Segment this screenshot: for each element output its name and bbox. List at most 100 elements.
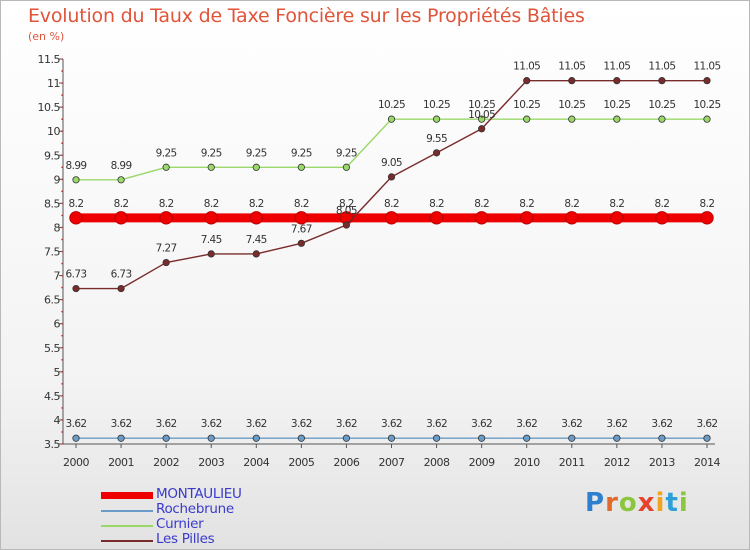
y-minor-mark	[61, 358, 63, 361]
data-label: 10.25	[558, 99, 585, 111]
data-point	[207, 434, 215, 442]
data-label: 7.45	[246, 234, 267, 246]
data-point	[297, 239, 305, 247]
data-label: 9.25	[156, 147, 177, 159]
y-minor-mark	[61, 166, 63, 169]
data-point	[117, 176, 125, 184]
data-point	[523, 115, 531, 123]
data-label: 8.2	[519, 198, 534, 210]
y-minor-mark	[61, 154, 63, 157]
data-point	[72, 434, 80, 442]
data-label: 8.2	[384, 198, 399, 210]
y-tick-label: 9	[54, 173, 61, 186]
data-label: 8.2	[429, 198, 444, 210]
data-label: 9.25	[291, 147, 312, 159]
data-point	[252, 250, 260, 258]
data-point	[294, 211, 309, 225]
x-tick-label: 2011	[559, 456, 585, 469]
data-point	[474, 211, 489, 225]
data-label: 3.62	[516, 418, 537, 430]
data-point	[703, 77, 711, 85]
y-minor-mark	[61, 322, 63, 325]
data-label: 10.25	[423, 99, 450, 111]
chart-title: Evolution du Taux de Taxe Foncière sur l…	[28, 5, 585, 27]
data-point	[69, 211, 83, 225]
y-tick-label: 6	[54, 318, 61, 331]
x-tick-label: 2010	[514, 456, 540, 469]
legend-item: Rochebrune	[101, 501, 321, 517]
y-tick-label: 4	[54, 414, 61, 427]
legend-label: Curnier	[156, 516, 204, 532]
data-label: 6.73	[66, 269, 87, 281]
data-label: 11.05	[693, 61, 720, 73]
x-tick-label: 2009	[469, 456, 495, 469]
data-label: 8.2	[654, 198, 669, 210]
data-label: 8.2	[700, 198, 715, 210]
data-label: 3.62	[336, 418, 357, 430]
data-point	[478, 434, 486, 442]
data-point	[703, 434, 711, 442]
data-point	[207, 250, 215, 258]
y-minor-mark	[61, 130, 63, 132]
data-label: 3.62	[156, 418, 177, 430]
y-minor-mark	[61, 118, 63, 120]
data-point	[72, 284, 80, 293]
data-point	[613, 115, 621, 123]
data-point	[252, 163, 260, 171]
x-tick-label: 2008	[424, 456, 450, 469]
data-point	[610, 211, 624, 225]
data-label: 10.05	[468, 109, 495, 121]
data-label: 3.62	[697, 418, 718, 430]
data-point	[297, 434, 305, 442]
logo-letter: t	[665, 488, 679, 518]
proxiti-logo: Proxiti	[585, 488, 689, 518]
data-point	[342, 434, 351, 442]
data-label: 3.62	[111, 418, 132, 430]
x-tick-label: 2001	[108, 456, 134, 469]
data-point	[342, 163, 351, 171]
data-point	[342, 221, 351, 229]
data-label: 10.25	[648, 99, 675, 111]
data-label: 8.99	[66, 160, 87, 172]
x-tick-label: 2002	[153, 456, 179, 469]
data-label: 7.45	[201, 234, 222, 246]
series-line-les-pilles	[76, 79, 707, 290]
data-point	[297, 163, 305, 171]
data-point	[387, 173, 396, 181]
data-label: 8.2	[204, 198, 219, 210]
data-label: 9.25	[246, 147, 267, 159]
data-point	[429, 211, 444, 225]
y-minor-mark	[61, 443, 63, 445]
data-point	[568, 434, 576, 442]
data-label: 3.62	[201, 418, 222, 430]
data-point	[432, 149, 441, 157]
data-point	[700, 211, 714, 225]
data-point	[658, 115, 666, 123]
data-point	[658, 434, 666, 442]
data-label: 3.62	[651, 418, 672, 430]
data-label: 10.25	[468, 99, 495, 111]
data-point	[613, 77, 621, 85]
y-minor-mark	[61, 395, 63, 397]
data-point	[432, 434, 441, 442]
y-minor-mark	[61, 383, 63, 385]
chart-legend: MONTAULIEU Rochebrune Curnier Les Pilles	[101, 486, 321, 547]
y-minor-mark	[61, 431, 63, 433]
legend-item: Les Pilles	[101, 531, 321, 547]
y-minor-mark	[61, 58, 63, 60]
data-label: 10.25	[513, 99, 540, 111]
data-label: 8.2	[564, 198, 579, 210]
y-tick-label: 3.5	[44, 438, 60, 451]
y-minor-mark	[61, 346, 63, 349]
y-minor-mark	[61, 334, 63, 337]
data-point	[384, 211, 399, 225]
y-tick-label: 8.5	[44, 197, 60, 210]
data-label: 8.2	[474, 198, 489, 210]
y-minor-mark	[61, 274, 63, 277]
x-tick-label: 2007	[379, 456, 405, 469]
y-tick-label: 9.5	[44, 149, 60, 162]
y-minor-mark	[61, 310, 63, 313]
data-label: 9.25	[201, 147, 222, 159]
